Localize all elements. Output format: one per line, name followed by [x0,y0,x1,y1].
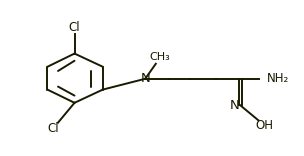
Text: NH₂: NH₂ [267,72,289,85]
Text: N: N [230,99,240,112]
Text: Cl: Cl [47,122,59,134]
Text: Cl: Cl [69,21,80,34]
Text: CH₃: CH₃ [149,51,170,62]
Text: N: N [140,72,150,85]
Text: OH: OH [255,119,273,132]
